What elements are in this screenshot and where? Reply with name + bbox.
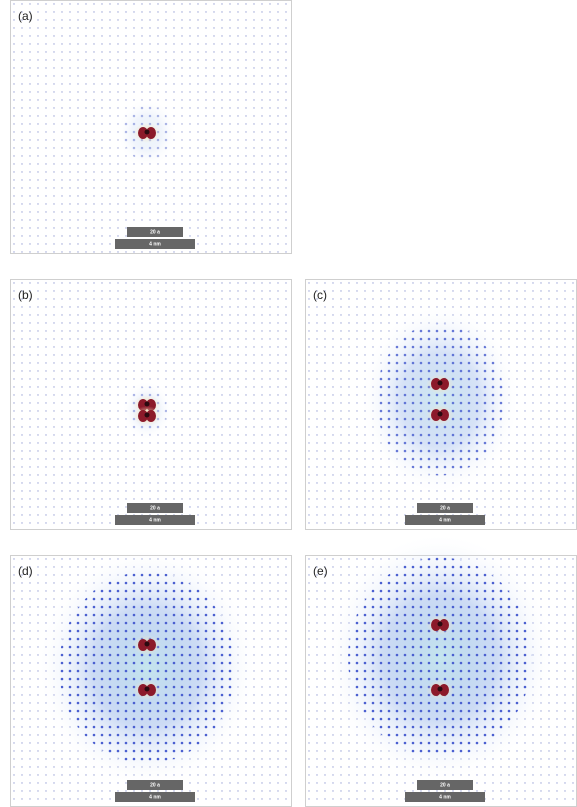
panel-label: (a) [18,9,33,23]
panel: (b) 20 a 4 nm [11,280,292,530]
strain-field-dots [348,558,532,758]
panel-label: (b) [18,288,33,302]
defect-center [438,381,443,386]
panel: (e) 20 a 4 nm [306,533,577,807]
page: (a) 20 a 4 nm (b) 20 a 4 nm (c) 20 a 4 nm (d) 20 a… [0,0,577,807]
scale-bar-label: 20 a [440,505,450,511]
scale-bar-label: 4 nm [439,794,451,800]
scale-bar-label: 20 a [150,505,160,511]
panel-label: (e) [313,564,328,578]
scale-bar-label: 20 a [150,229,160,235]
figure: (a) 20 a 4 nm (b) 20 a 4 nm (c) 20 a 4 nm (d) 20 a… [0,0,577,807]
defect-center [145,413,150,418]
defect-center [438,622,443,627]
defect-center [145,642,150,647]
scale-bar-label: 4 nm [149,517,161,523]
panel: (c) 20 a 4 nm [306,280,577,530]
strain-field-dots [376,324,504,476]
scale-bar-label: 20 a [150,782,160,788]
strain-field-dots [59,572,235,764]
panel-label: (c) [313,288,327,302]
defect-center [145,130,150,135]
defect-center [145,402,150,407]
panel-label: (d) [18,564,33,578]
scale-bar-label: 20 a [440,782,450,788]
scale-bar-label: 4 nm [439,517,451,523]
defect-center [438,412,443,417]
scale-bar-label: 4 nm [149,794,161,800]
scale-bar-label: 4 nm [149,241,161,247]
defect-center [145,687,150,692]
defect-center [438,687,443,692]
panel: (d) 20 a 4 nm [11,548,292,807]
panel: (a) 20 a 4 nm [11,1,292,254]
